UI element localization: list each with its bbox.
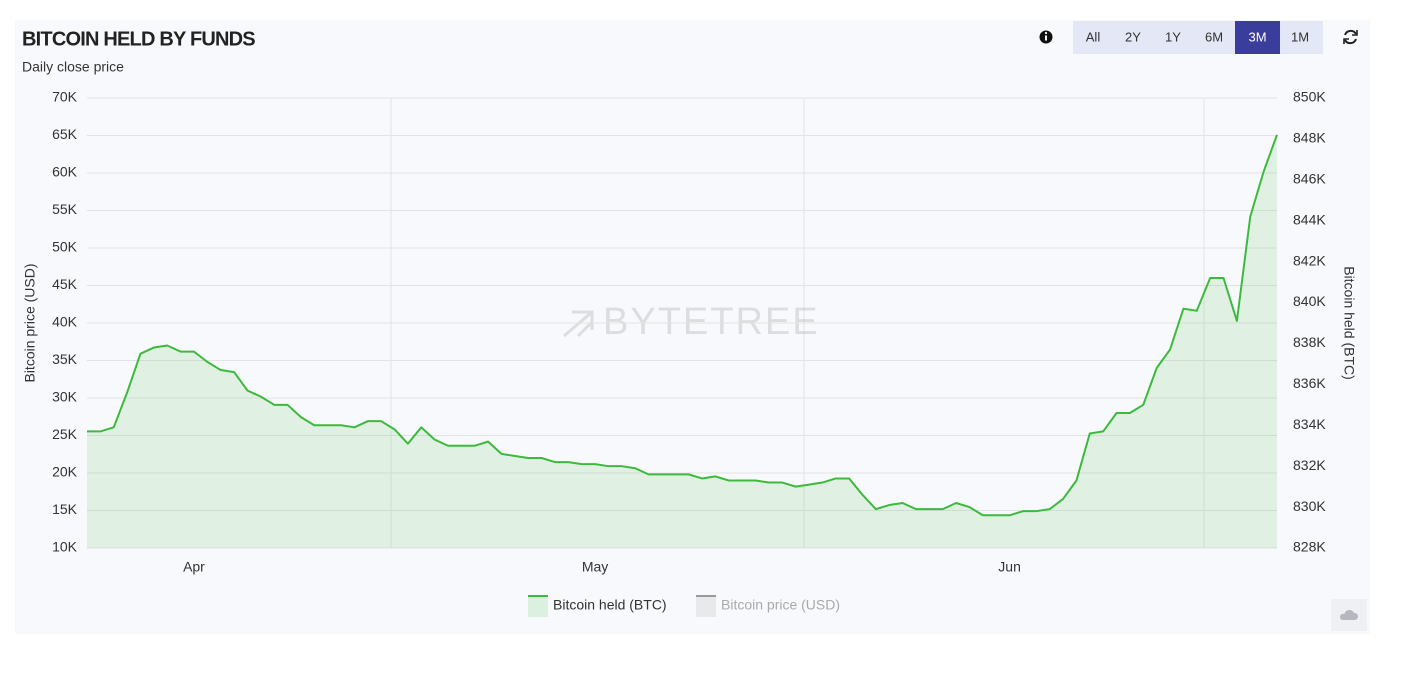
x-tick-label: Apr [183,559,205,575]
y2-tick-label: 838K [1293,334,1326,350]
y2-tick-label: 850K [1293,89,1326,105]
y-tick-label: 20K [52,464,78,480]
series-line [87,134,1278,517]
y2-tick-label: 832K [1293,457,1326,473]
info-icon[interactable] [1039,30,1053,44]
chart-subtitle: Daily close price [22,59,124,75]
legend-label: Bitcoin held (BTC) [553,597,667,613]
chart-title: BITCOIN HELD BY FUNDS [22,28,255,50]
y2-tick-label: 828K [1293,539,1326,555]
y2-axis-title: Bitcoin held (BTC) [1341,266,1357,380]
y2-tick-label: 836K [1293,375,1326,391]
range-button-label: 1Y [1165,29,1181,44]
y-tick-label: 25K [52,426,78,442]
card [15,20,1370,634]
refresh-icon[interactable] [1343,29,1358,45]
y-tick-label: 35K [52,351,78,367]
range-button[interactable]: 6M [1205,29,1223,44]
range-button[interactable]: All [1086,29,1101,44]
y2-tick-label: 840K [1293,293,1326,309]
series-area [87,134,1277,548]
legend-swatch [528,595,548,617]
range-button-label: 2Y [1125,29,1141,44]
range-button[interactable]: 3M [1235,21,1280,54]
range-button-label: All [1086,29,1101,44]
y2-tick-label: 844K [1293,211,1326,227]
y2-tick-label: 848K [1293,130,1326,146]
range-button[interactable]: 2Y [1125,29,1141,44]
legend-swatch [696,595,716,617]
y-tick-label: 30K [52,389,78,405]
y-tick-label: 50K [52,239,78,255]
y2-tick-label: 846K [1293,171,1326,187]
legend-label: Bitcoin price (USD) [721,597,840,613]
legend-item[interactable]: Bitcoin price (USD) [696,595,840,617]
y-tick-label: 70K [52,89,78,105]
range-button[interactable]: 1Y [1165,29,1181,44]
legend-item[interactable]: Bitcoin held (BTC) [528,595,667,617]
range-selector [1073,21,1323,54]
y-tick-label: 15K [52,501,78,517]
y-tick-label: 10K [52,539,78,555]
y2-tick-label: 830K [1293,498,1326,514]
range-button-label: 3M [1248,29,1266,44]
watermark-text: BYTETREE [603,301,820,343]
export-icon[interactable] [1331,599,1367,631]
y2-tick-label: 842K [1293,252,1326,268]
range-button-active [1235,21,1280,54]
y-tick-label: 40K [52,314,78,330]
x-tick-label: May [582,559,608,575]
y-tick-label: 45K [52,276,78,292]
x-tick-label: Jun [998,559,1021,575]
range-button[interactable]: 1M [1291,29,1309,44]
y-tick-label: 65K [52,126,78,142]
range-button-label: 1M [1291,29,1309,44]
y-tick-label: 55K [52,201,78,217]
range-button-label: 6M [1205,29,1223,44]
y-axis-title: Bitcoin price (USD) [22,263,38,382]
y-tick-label: 60K [52,164,78,180]
y2-tick-label: 834K [1293,416,1326,432]
watermark: BYTETREE [563,301,820,343]
